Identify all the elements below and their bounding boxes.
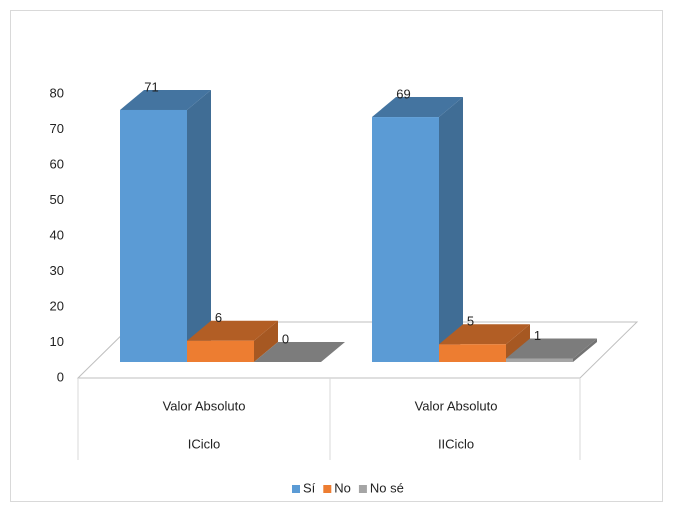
category-dividers (77, 378, 581, 460)
group-label: IICiclo (438, 436, 474, 451)
bar (439, 344, 506, 362)
legend-label: No (334, 480, 351, 495)
group-label: ICiclo (188, 436, 221, 451)
y-tick-label: 40 (50, 227, 64, 242)
y-tick-label: 80 (50, 85, 64, 100)
bar-top (439, 324, 530, 345)
legend-swatch (323, 485, 332, 493)
bar-side (254, 320, 278, 362)
bar-top (506, 338, 597, 359)
bar-side (573, 338, 597, 362)
bar-top (254, 342, 345, 362)
bar (372, 117, 439, 362)
y-tick-label: 30 (50, 263, 64, 278)
legend-label: Sí (303, 480, 316, 495)
y-tick-label: 70 (50, 121, 64, 136)
bar (506, 358, 573, 362)
data-label: 6 (215, 310, 222, 325)
bar (120, 109, 187, 362)
chart-frame (10, 10, 663, 502)
x-tick-label: Valor Absoluto (163, 398, 246, 413)
y-tick-label: 10 (50, 334, 64, 349)
bar-side (439, 97, 463, 363)
bar-top (187, 320, 278, 341)
x-tick-label: Valor Absoluto (415, 398, 498, 413)
data-label: 69 (396, 86, 410, 101)
data-label: 0 (282, 331, 289, 346)
bar (187, 340, 254, 362)
y-tick-label: 0 (57, 369, 64, 384)
data-label: 71 (144, 79, 158, 94)
bar-top (120, 89, 211, 110)
bar-side (506, 324, 530, 362)
legend-swatch (292, 485, 300, 493)
bar-side (187, 89, 211, 362)
y-tick-label: 60 (50, 156, 64, 171)
y-tick-label: 50 (50, 192, 64, 207)
data-label: 5 (467, 314, 474, 329)
legend-label: No sé (370, 480, 404, 495)
legend-swatch (358, 485, 367, 493)
data-label: 1 (534, 328, 541, 343)
y-tick-label: 20 (50, 298, 64, 313)
bar-top (372, 97, 463, 118)
